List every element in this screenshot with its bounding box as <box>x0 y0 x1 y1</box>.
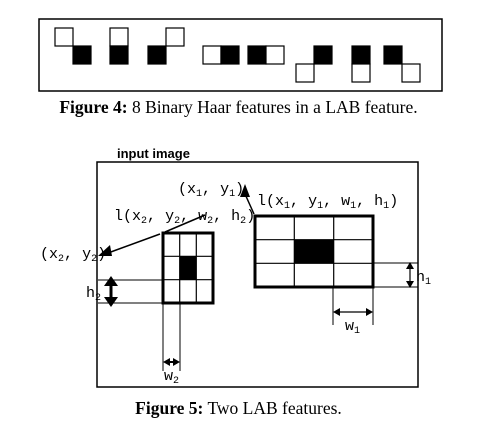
w1-label: w1 <box>345 318 360 337</box>
haar-feature-7-white <box>351 63 371 83</box>
haar-feature-8-black <box>383 45 403 65</box>
figure-4-caption: Figure 4: 8 Binary Haar features in a LA… <box>0 97 477 118</box>
h1-label: h1 <box>416 269 431 288</box>
haar-feature-2-white <box>109 27 129 47</box>
input-image-label: input image <box>117 146 190 161</box>
haar-strip-frame <box>38 18 443 92</box>
h2-label: h2 <box>86 285 101 304</box>
feature-2-label: l(x2, y2, w2, h2) <box>114 208 255 227</box>
haar-features-strip <box>38 18 443 92</box>
haar-feature-1-white <box>54 27 74 47</box>
haar-feature-5-white <box>265 45 285 65</box>
haar-feature-4-white <box>202 45 222 65</box>
feature-2-label-pointer <box>164 214 206 233</box>
figure-4-caption-label: Figure 4: <box>59 97 128 117</box>
haar-feature-6-white <box>295 63 315 83</box>
haar-feature-3-black <box>147 45 167 65</box>
x2y2-arrow-line <box>107 233 161 254</box>
haar-feature-2-black <box>109 45 129 65</box>
haar-feature-7-black <box>351 45 371 65</box>
x1y1-arrow-line <box>244 193 255 215</box>
haar-feature-6-black <box>313 45 333 65</box>
haar-feature-3-white <box>165 27 185 47</box>
x1y1-label: (x1, y1) <box>178 181 244 200</box>
feature-2-center-black <box>179 256 197 280</box>
haar-feature-5-black <box>247 45 267 65</box>
haar-feature-1-black <box>72 45 92 65</box>
feature-1-outer <box>253 214 375 289</box>
x2y2-label: (x2, y2) <box>40 246 106 265</box>
feature-1-label: l(x1, y1, w1, h1) <box>257 193 398 212</box>
feature-1-center-black <box>294 239 334 264</box>
lab-feature-1 <box>253 214 375 289</box>
input-image-frame <box>96 161 419 388</box>
w2-label: w2 <box>164 368 179 387</box>
haar-feature-4-black <box>220 45 240 65</box>
figure-4-caption-text: 8 Binary Haar features in a LAB feature. <box>127 97 418 117</box>
figure-5-caption: Figure 5: Two LAB features. <box>0 398 477 419</box>
figure-5-caption-label: Figure 5: <box>135 398 204 418</box>
haar-feature-8-white <box>401 63 421 83</box>
lab-feature-2 <box>161 231 215 305</box>
figure-5-caption-text: Two LAB features. <box>203 398 342 418</box>
